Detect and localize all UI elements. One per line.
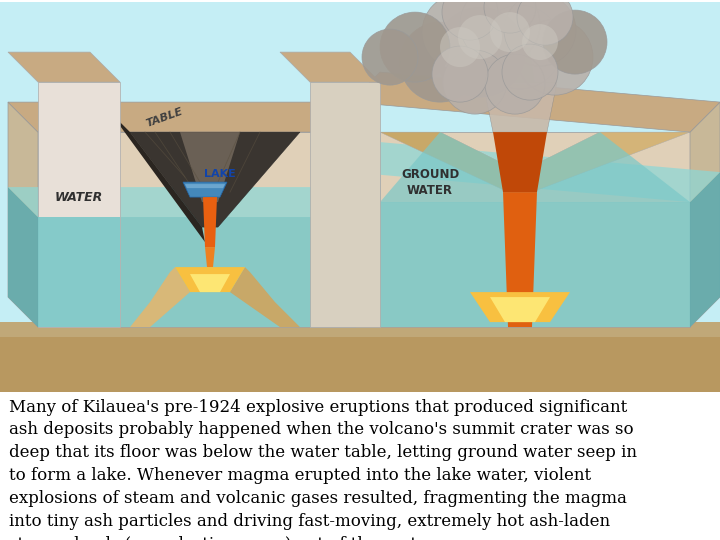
Polygon shape bbox=[190, 274, 230, 292]
Circle shape bbox=[442, 0, 498, 40]
Circle shape bbox=[522, 24, 558, 60]
Circle shape bbox=[458, 15, 502, 59]
Polygon shape bbox=[8, 187, 355, 217]
Circle shape bbox=[400, 22, 480, 102]
Polygon shape bbox=[350, 72, 720, 132]
Polygon shape bbox=[175, 267, 245, 292]
Polygon shape bbox=[380, 132, 508, 192]
Polygon shape bbox=[0, 2, 720, 392]
Polygon shape bbox=[8, 102, 355, 132]
Text: WATER: WATER bbox=[55, 191, 103, 204]
Text: TABLE: TABLE bbox=[145, 106, 185, 129]
Polygon shape bbox=[8, 52, 120, 82]
Circle shape bbox=[422, 0, 498, 70]
Text: LAKE: LAKE bbox=[204, 169, 236, 179]
Circle shape bbox=[478, 5, 562, 89]
Circle shape bbox=[485, 54, 545, 114]
Polygon shape bbox=[493, 132, 547, 192]
Polygon shape bbox=[280, 52, 380, 82]
Polygon shape bbox=[180, 132, 240, 202]
Circle shape bbox=[490, 12, 530, 52]
Polygon shape bbox=[38, 132, 355, 327]
Polygon shape bbox=[310, 82, 380, 327]
Text: GROUND
WATER: GROUND WATER bbox=[401, 167, 459, 197]
Circle shape bbox=[440, 27, 480, 67]
Circle shape bbox=[380, 12, 450, 82]
Polygon shape bbox=[690, 172, 720, 327]
Polygon shape bbox=[490, 297, 550, 322]
Polygon shape bbox=[203, 197, 217, 247]
Circle shape bbox=[517, 19, 593, 95]
Polygon shape bbox=[483, 82, 557, 132]
Circle shape bbox=[504, 0, 576, 66]
Circle shape bbox=[517, 0, 573, 45]
Circle shape bbox=[435, 7, 525, 97]
Polygon shape bbox=[380, 132, 690, 202]
Circle shape bbox=[484, 0, 536, 33]
Polygon shape bbox=[0, 322, 720, 392]
Polygon shape bbox=[205, 247, 215, 267]
Polygon shape bbox=[470, 292, 570, 322]
Text: Many of Kilauea's pre-1924 explosive eruptions that produced significant
ash dep: Many of Kilauea's pre-1924 explosive eru… bbox=[9, 399, 636, 540]
Polygon shape bbox=[230, 267, 300, 327]
Polygon shape bbox=[8, 102, 38, 327]
Polygon shape bbox=[38, 217, 355, 327]
Polygon shape bbox=[503, 192, 537, 327]
Circle shape bbox=[362, 29, 418, 85]
Circle shape bbox=[460, 0, 540, 64]
Polygon shape bbox=[183, 182, 227, 197]
Polygon shape bbox=[8, 187, 38, 327]
Circle shape bbox=[432, 46, 488, 102]
Polygon shape bbox=[532, 132, 690, 192]
Polygon shape bbox=[38, 217, 120, 327]
Polygon shape bbox=[130, 267, 190, 327]
Polygon shape bbox=[690, 102, 720, 327]
Polygon shape bbox=[0, 337, 720, 392]
Circle shape bbox=[502, 44, 558, 100]
Polygon shape bbox=[110, 112, 205, 242]
Polygon shape bbox=[185, 184, 225, 188]
Polygon shape bbox=[380, 202, 690, 327]
Circle shape bbox=[443, 50, 507, 114]
Polygon shape bbox=[130, 132, 300, 227]
Polygon shape bbox=[380, 132, 690, 327]
Polygon shape bbox=[505, 47, 535, 82]
Circle shape bbox=[543, 10, 607, 74]
Polygon shape bbox=[350, 142, 720, 202]
Polygon shape bbox=[38, 82, 120, 327]
